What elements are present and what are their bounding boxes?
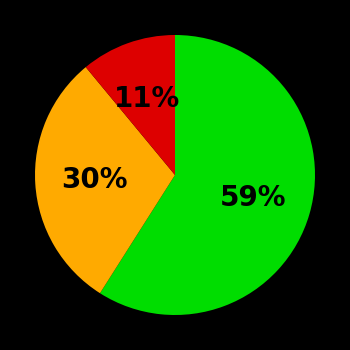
Text: 11%: 11% [114,85,181,113]
Wedge shape [86,35,175,175]
Text: 59%: 59% [220,184,286,212]
Wedge shape [35,67,175,293]
Wedge shape [100,35,315,315]
Text: 30%: 30% [61,166,127,194]
